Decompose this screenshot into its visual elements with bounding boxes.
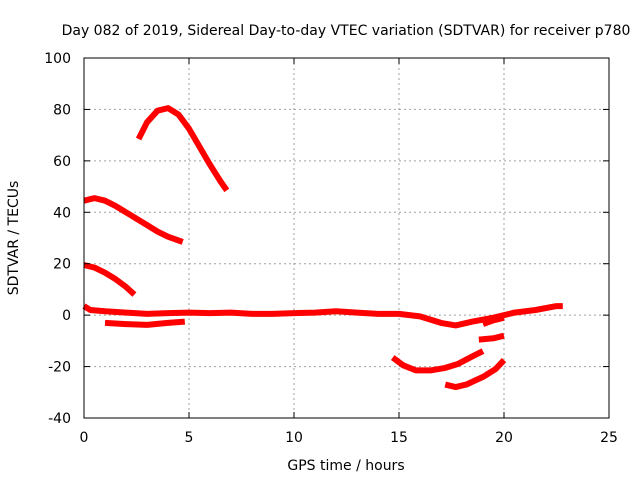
series-line-arc-6	[390, 348, 485, 374]
series-line-arc-2	[83, 262, 137, 297]
y-tick-label: 100	[44, 51, 71, 67]
x-tick-label: 25	[600, 430, 618, 446]
series-line-arc-1	[83, 195, 184, 245]
x-tick-label: 5	[185, 430, 194, 446]
x-axis-label: GPS time / hours	[287, 458, 404, 474]
series-layer	[82, 105, 563, 391]
series-line-arc-9	[481, 314, 505, 327]
ticks-layer: 0 5 10 15 20 25 -40 -20 0 20 40 60 80 100	[44, 51, 618, 446]
series-line-arc-5	[104, 318, 186, 328]
y-tick-label: 20	[53, 257, 71, 273]
plot-frame	[83, 57, 610, 419]
x-tick-label: 10	[285, 430, 303, 446]
chart-title: Day 082 of 2019, Sidereal Day-to-day VTE…	[62, 23, 631, 39]
x-tick-label: 0	[80, 430, 89, 446]
series-line-arc-8	[478, 332, 505, 343]
y-tick-label: 80	[53, 102, 71, 118]
y-tick-label: 60	[53, 154, 71, 170]
y-tick-label: -20	[48, 360, 71, 376]
y-tick-label: 0	[62, 308, 71, 324]
x-tick-label: 15	[390, 430, 408, 446]
y-axis-label: SDTVAR / TECUs	[6, 181, 22, 296]
series-line-arc-7	[444, 358, 507, 391]
series-line-arc-4	[82, 303, 563, 329]
series-line-arc-3	[135, 105, 230, 193]
y-tick-label: -40	[48, 411, 71, 427]
y-tick-label: 40	[53, 205, 71, 221]
grid-layer	[84, 58, 609, 418]
x-tick-label: 20	[495, 430, 513, 446]
